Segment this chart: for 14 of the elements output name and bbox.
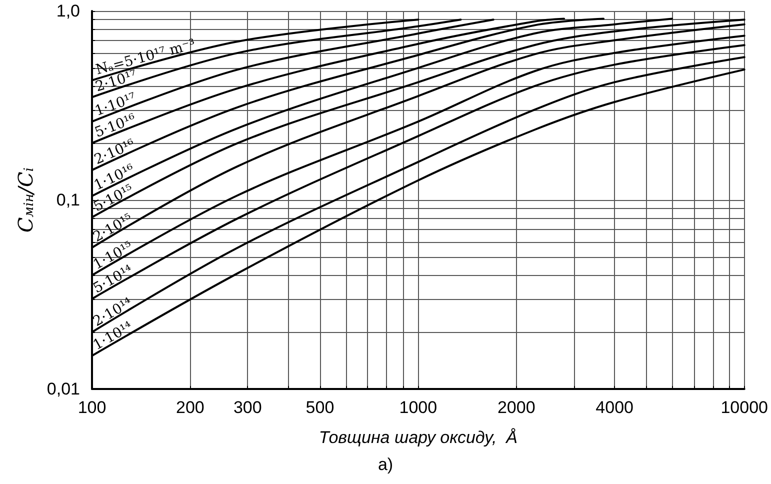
- x-tick-label: 200: [176, 398, 204, 417]
- text: а): [378, 455, 394, 474]
- y-axis-title: Cмін/Ci: [14, 167, 38, 233]
- y-tick-label: 0,01: [46, 380, 80, 398]
- y-tick-label: 0,1: [56, 190, 80, 210]
- x-tick-label: 10000: [720, 398, 768, 417]
- x-tick-label: 300: [233, 398, 262, 417]
- x-tick-label: 2000: [497, 398, 536, 417]
- x-tick-label: 1000: [399, 398, 438, 417]
- x-tick-label: 100: [78, 398, 106, 417]
- y-tick-label: 1,0: [56, 2, 80, 20]
- x-tick-label: 4000: [596, 398, 634, 417]
- x-tick-label: 500: [306, 398, 334, 417]
- x-axis-title: Товщина шару оксиду, Å: [318, 428, 518, 447]
